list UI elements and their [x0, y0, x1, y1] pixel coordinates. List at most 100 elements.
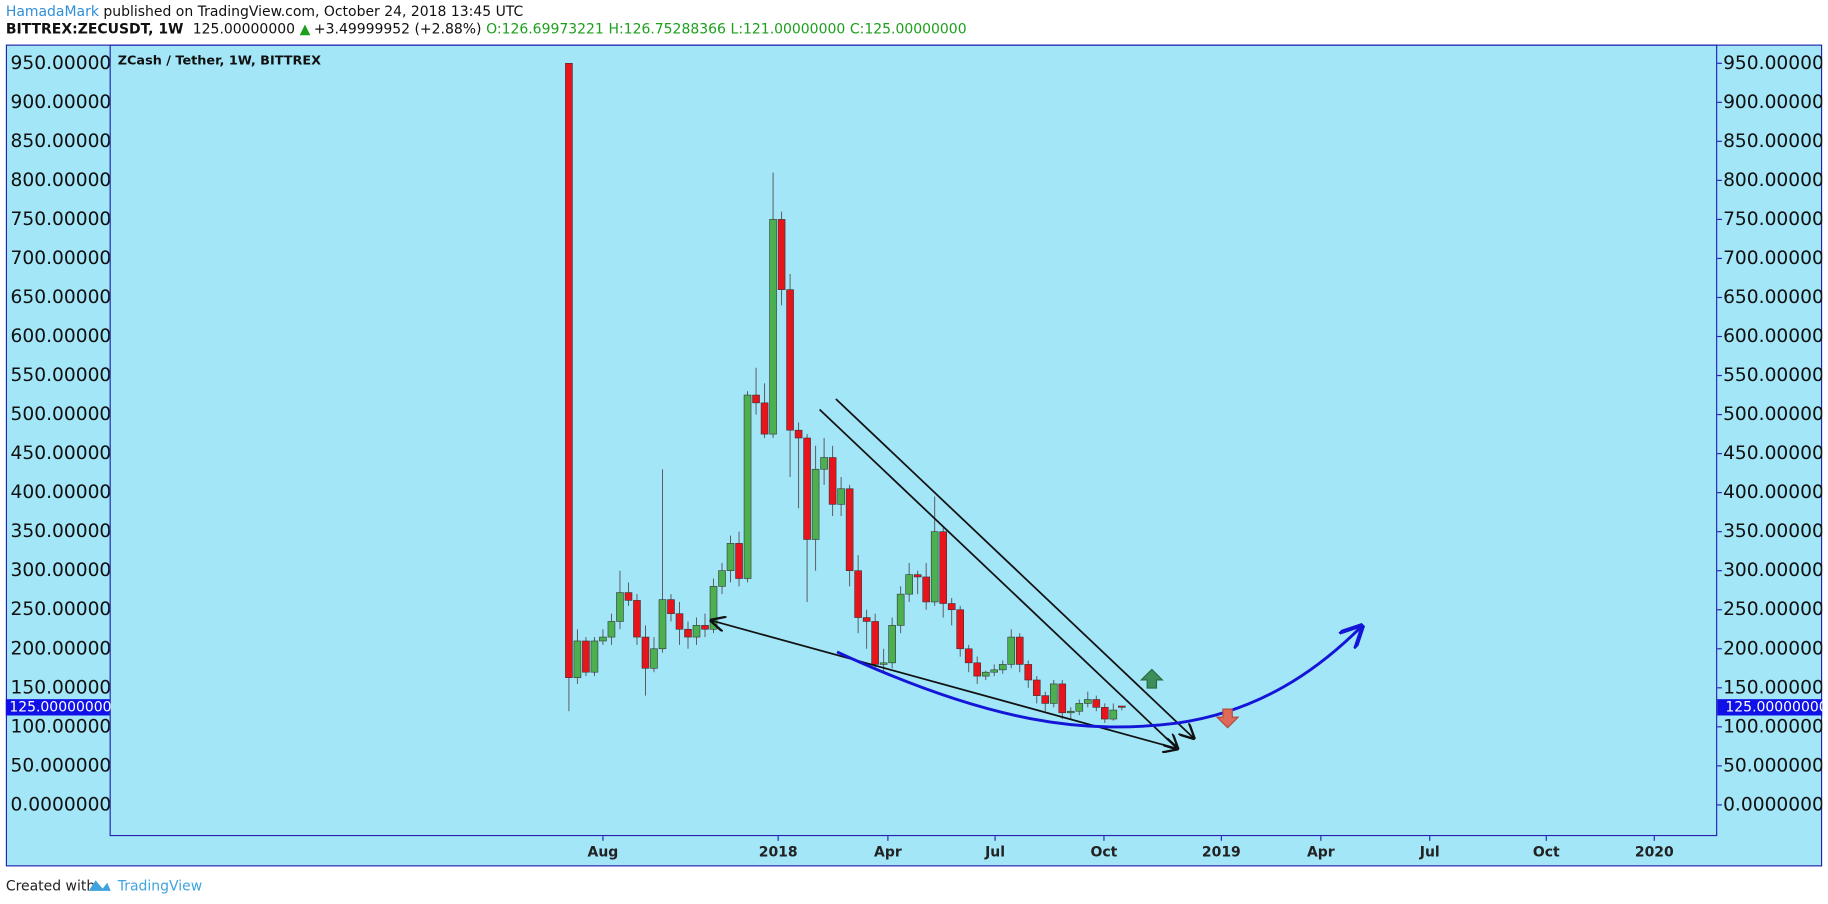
- candle-body: [905, 574, 913, 595]
- y-tick-label: 750.0000000: [10, 209, 135, 230]
- close: C:125.00000000: [850, 21, 967, 37]
- chart-frame: [5, 44, 1823, 867]
- candle-body: [837, 488, 845, 505]
- plot-frame: [109, 44, 1718, 837]
- y-tick-label: 200.0000000: [1723, 638, 1828, 659]
- candle-body: [1118, 705, 1126, 708]
- candle-body: [709, 586, 718, 630]
- x-tick-label: Aug: [588, 844, 619, 860]
- low: L:121.00000000: [731, 21, 846, 37]
- candle-body: [794, 429, 803, 439]
- y-tick-label: 350.0000000: [1723, 521, 1828, 542]
- candle-body: [582, 640, 590, 673]
- candle-body: [973, 662, 982, 677]
- y-tick-label: 600.0000000: [10, 326, 135, 347]
- candle-body: [701, 625, 709, 630]
- candle-body: [913, 574, 922, 578]
- candle-body: [939, 531, 947, 604]
- y-tick-label: 850.0000000: [1723, 131, 1828, 152]
- x-tick-label: Apr: [1307, 844, 1335, 860]
- change: +3.49999952 (+2.88%): [314, 21, 482, 37]
- y-tick-label: 100.0000000: [10, 716, 135, 737]
- y-tick-label: 900.0000000: [1723, 92, 1828, 113]
- candle-body: [998, 664, 1007, 671]
- y-tick-label: 450.0000000: [1723, 443, 1828, 464]
- candle-body: [684, 628, 692, 638]
- candle-body: [1101, 707, 1109, 720]
- candle-body: [1049, 683, 1058, 704]
- candle-body: [1032, 679, 1041, 696]
- candle-body: [743, 394, 752, 579]
- price-label: 125.00000000: [1725, 699, 1827, 715]
- y-tick-label: 350.0000000: [10, 521, 135, 542]
- y-tick-label: 500.0000000: [10, 404, 135, 425]
- x-tick-label: Oct: [1533, 844, 1560, 860]
- candle-body: [752, 394, 760, 404]
- drawings: [711, 398, 1362, 749]
- y-tick-label: 450.0000000: [10, 443, 135, 464]
- candle-body: [811, 468, 820, 540]
- price-label: 125.00000000: [9, 699, 111, 715]
- candle-body: [692, 625, 701, 638]
- candle-body: [1024, 664, 1033, 681]
- candle-body: [599, 636, 607, 642]
- y-tick-label: 950.0000000: [1723, 53, 1828, 74]
- candle-body: [769, 219, 777, 435]
- price-labels: 125.00000000 125.00000000: [5, 699, 1828, 716]
- y-tick-label: 300.0000000: [10, 560, 135, 581]
- x-axis: Aug 2018 Apr Jul Oct 2019 Apr Jul Oct 2020: [588, 836, 1674, 860]
- y-tick-label: 500.0000000: [1723, 404, 1828, 425]
- candle-body: [667, 599, 675, 614]
- candle-body: [1066, 710, 1075, 714]
- header-line: HamadaMark published on TradingView.com,…: [6, 4, 523, 20]
- y-tick-label: 300.0000000: [1723, 560, 1828, 581]
- author[interactable]: HamadaMark: [6, 4, 100, 20]
- candle-body: [879, 662, 888, 665]
- y-tick-label: 400.0000000: [1723, 482, 1828, 503]
- y-tick-label: 800.0000000: [10, 170, 135, 191]
- candle-body: [930, 531, 939, 603]
- x-tick-label: Apr: [874, 844, 902, 860]
- candle-body: [607, 621, 616, 638]
- y-tick-label: 600.0000000: [1723, 326, 1828, 347]
- left-axis: 0.0000000 50.0000000 100.0000000 150.000000…: [10, 53, 135, 816]
- high: H:126.75288366: [608, 21, 725, 37]
- candle-body: [641, 636, 650, 669]
- tradingview-logo: [88, 880, 111, 891]
- y-tick-label: 550.0000000: [10, 365, 135, 386]
- candle-body: [777, 219, 786, 290]
- y-tick-label: 200.0000000: [10, 638, 135, 659]
- y-tick-label: 950.0000000: [10, 53, 135, 74]
- y-tick-label: 700.0000000: [1723, 248, 1828, 269]
- candle-body: [896, 593, 905, 626]
- y-tick-label: 650.0000000: [1723, 287, 1828, 308]
- candle-body: [871, 621, 879, 665]
- y-tick-label: 0.0000000: [1723, 794, 1824, 815]
- candle-body: [786, 289, 794, 431]
- candle-body: [735, 543, 743, 579]
- y-tick-label: 0.0000000: [10, 794, 111, 815]
- candle-body: [956, 609, 964, 650]
- footer-brand[interactable]: TradingView: [117, 878, 202, 894]
- candle-body: [1075, 703, 1084, 712]
- candle-body: [624, 592, 633, 601]
- candle-body: [565, 62, 573, 678]
- candle-body: [658, 599, 667, 650]
- last: 125.00000000: [193, 21, 295, 37]
- y-tick-label: 50.0000000: [10, 755, 123, 776]
- y-tick-label: 700.0000000: [10, 248, 135, 269]
- candle-body: [1015, 636, 1024, 665]
- symbol-line: BITTREX:ZECUSDT, 1W 125.00000000 ▲ +3.49999…: [6, 21, 967, 37]
- candle-body: [922, 576, 930, 603]
- x-tick-label: 2018: [759, 844, 798, 860]
- candle-body: [633, 600, 641, 638]
- y-tick-label: 800.0000000: [1723, 170, 1828, 191]
- symbol: BITTREX:ZECUSDT, 1W: [6, 21, 184, 37]
- candle-body: [803, 437, 811, 540]
- candle-body: [964, 648, 973, 664]
- candle-body: [820, 457, 828, 470]
- candle-body: [573, 640, 582, 678]
- candle-body: [828, 457, 837, 505]
- x-tick-label: Jul: [1419, 844, 1440, 860]
